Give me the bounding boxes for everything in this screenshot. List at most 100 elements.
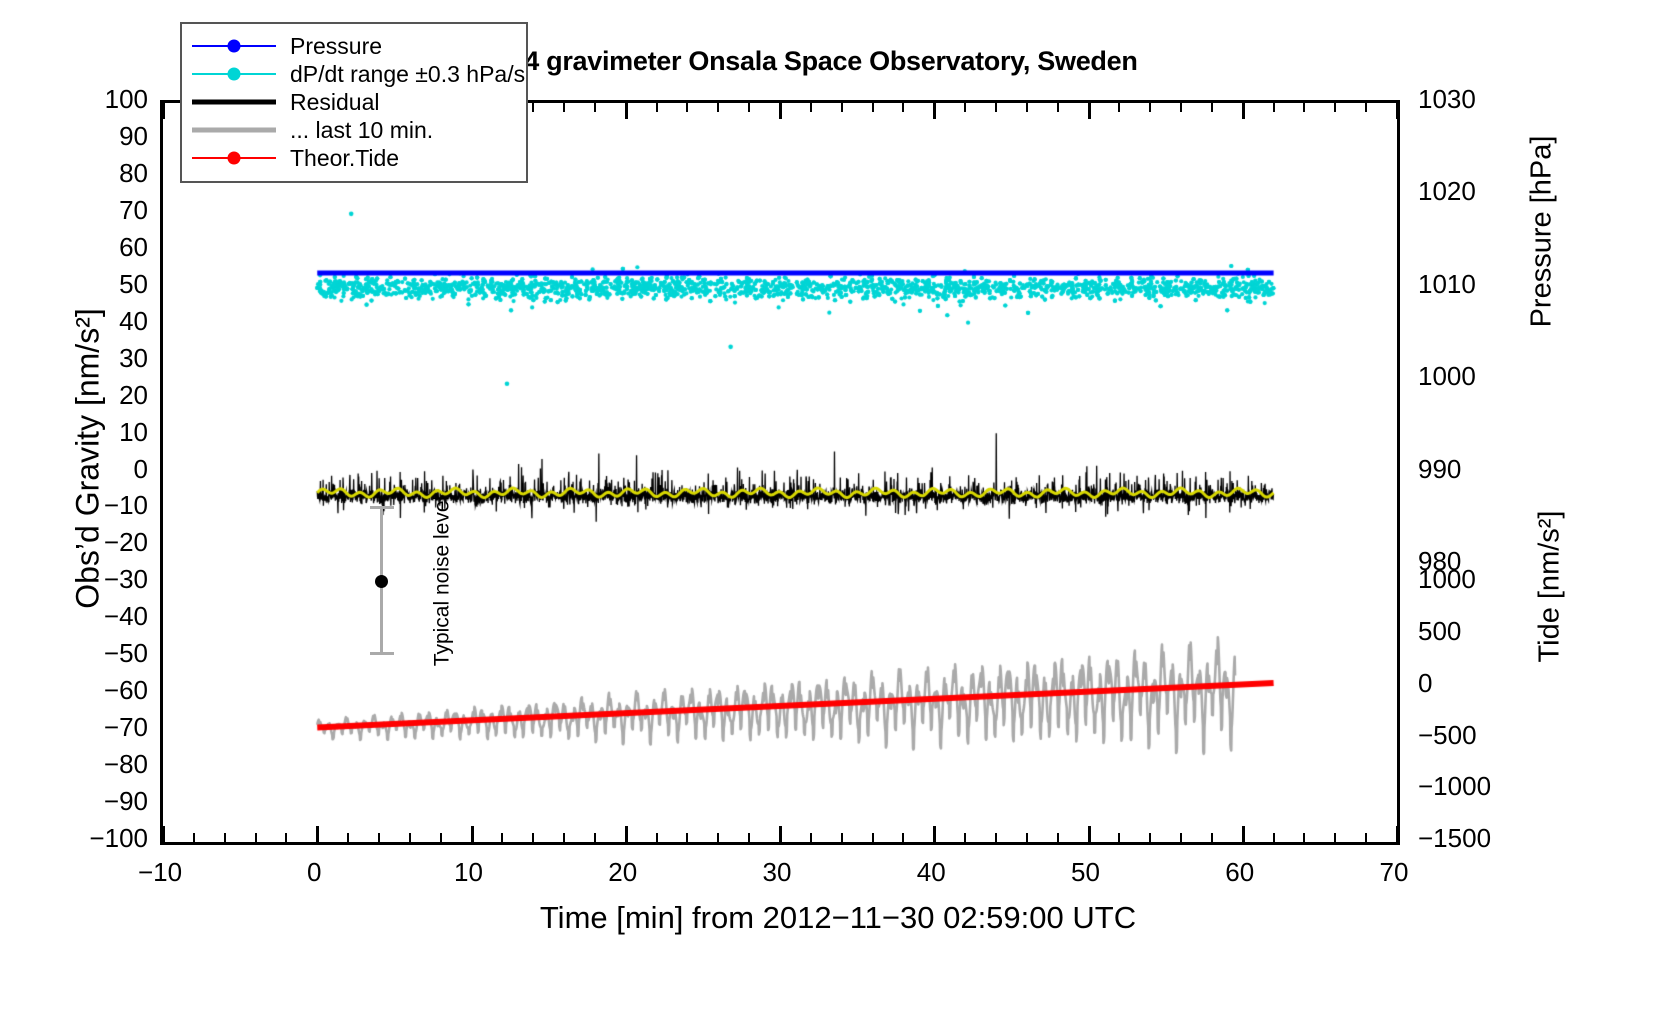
axis-tick-minor — [1397, 368, 1400, 370]
axis-tick-minor — [1397, 124, 1400, 126]
axis-tick-minor — [1397, 154, 1400, 156]
axis-tick-minor — [1397, 169, 1400, 171]
axis-tick — [624, 103, 628, 119]
axis-tick-minor — [1118, 103, 1121, 112]
axis-tick-minor — [1397, 789, 1400, 791]
x-tick-label: 40 — [916, 857, 946, 887]
axis-tick-minor — [994, 833, 997, 842]
legend-item-1[interactable]: dP/dt range ±0.3 hPa/s — [192, 60, 525, 88]
axis-tick-minor — [1397, 257, 1400, 259]
axis-tick-minor — [1397, 265, 1400, 267]
noise-center-dot — [375, 575, 388, 588]
axis-tick — [1397, 619, 1400, 622]
axis-tick-minor — [1397, 568, 1400, 570]
y-tick-label-left: −80 — [103, 749, 148, 780]
noise-bar-bottom-cap — [370, 652, 394, 655]
axis-tick-minor — [1397, 220, 1400, 222]
legend-swatch-icon — [192, 63, 276, 85]
axis-tick-minor — [1397, 723, 1400, 725]
y-tick-label-pressure: 1010 — [1418, 268, 1476, 299]
axis-tick-minor — [1397, 338, 1400, 340]
axis-tick-minor — [1397, 242, 1400, 244]
axis-tick-minor — [377, 833, 380, 842]
axis-tick-minor — [1397, 553, 1400, 555]
axis-tick — [1397, 250, 1400, 253]
axis-tick — [1397, 213, 1400, 216]
y-tick-label-left: −50 — [103, 638, 148, 669]
y-tick-label-left: −100 — [89, 823, 148, 853]
axis-tick — [163, 103, 165, 119]
axis-tick-minor — [1397, 294, 1400, 296]
axis-tick — [1397, 656, 1400, 659]
axis-tick-minor — [1397, 346, 1400, 348]
axis-tick-minor — [1397, 235, 1400, 237]
axis-tick-minor — [1397, 494, 1400, 496]
axis-tick-minor — [1397, 405, 1400, 407]
axis-tick-minor — [1397, 538, 1400, 540]
axis-tick-minor — [1210, 103, 1213, 112]
y-tick-label-left: 90 — [119, 120, 148, 151]
legend-label: dP/dt range ±0.3 hPa/s — [290, 60, 526, 87]
axis-tick — [1241, 826, 1245, 842]
axis-tick — [1397, 767, 1400, 770]
axis-tick-minor — [1397, 708, 1400, 710]
y-tick-label-pressure: 980 — [1418, 545, 1462, 576]
axis-tick-minor — [285, 833, 288, 842]
y-tick-label-left: −30 — [103, 564, 148, 595]
axis-tick-minor — [655, 103, 658, 112]
y-tick-label-left: −60 — [103, 675, 148, 706]
axis-tick-minor — [563, 833, 566, 842]
axis-tick — [1241, 103, 1245, 119]
axis-tick — [1397, 804, 1400, 807]
axis-tick-minor — [1397, 427, 1400, 429]
y-tick-label-left: 50 — [119, 268, 148, 299]
axis-tick — [1397, 398, 1400, 401]
axis-tick-minor — [871, 833, 874, 842]
legend: Pressure dP/dt range ±0.3 hPa/s Residual..… — [180, 22, 528, 183]
axis-tick-minor — [1397, 752, 1400, 754]
x-tick-label: 0 — [307, 857, 322, 887]
axis-tick — [1397, 730, 1400, 733]
axis-tick-minor — [1397, 834, 1400, 836]
axis-tick — [1397, 176, 1400, 179]
axis-tick-minor — [1397, 782, 1400, 784]
axis-tick-minor — [1397, 686, 1400, 688]
legend-item-3[interactable]: ... last 10 min. — [192, 116, 516, 144]
axis-tick-minor — [1118, 833, 1121, 842]
axis-tick-minor — [1397, 531, 1400, 533]
axis-tick-minor — [1397, 161, 1400, 163]
axis-tick-minor — [1272, 833, 1275, 842]
axis-tick-minor — [1056, 103, 1059, 112]
axis-tick — [1087, 826, 1091, 842]
axis-tick-minor — [1025, 103, 1028, 112]
axis-tick-minor — [1397, 597, 1400, 599]
y-axis-label-pressure: Pressure [hPa] — [1525, 135, 1558, 328]
axis-tick-minor — [1180, 103, 1183, 112]
legend-item-0[interactable]: Pressure — [192, 32, 516, 60]
axis-tick-minor — [1303, 833, 1306, 842]
axis-tick-minor — [1025, 833, 1028, 842]
axis-tick-minor — [1397, 316, 1400, 318]
axis-tick-minor — [1397, 228, 1400, 230]
legend-item-4[interactable]: Theor.Tide — [192, 144, 516, 172]
axis-tick-minor — [1149, 833, 1152, 842]
axis-tick — [1397, 545, 1400, 548]
axis-tick — [1397, 582, 1400, 585]
y-tick-label-left: −20 — [103, 527, 148, 558]
axis-tick-minor — [1397, 523, 1400, 525]
x-tick-label: 20 — [608, 857, 638, 887]
axis-tick-minor — [1397, 132, 1400, 134]
axis-tick-minor — [593, 833, 596, 842]
axis-tick-minor — [439, 833, 442, 842]
y-tick-label-left: 40 — [119, 305, 148, 336]
axis-tick — [779, 103, 782, 119]
axis-tick-minor — [1397, 279, 1400, 281]
axis-tick-minor — [1397, 671, 1400, 673]
axis-tick — [1396, 103, 1397, 119]
legend-item-2[interactable]: Residual — [192, 88, 516, 116]
y-tick-label-left: 60 — [119, 231, 148, 262]
axis-tick-minor — [1397, 442, 1400, 444]
axis-tick-minor — [1397, 605, 1400, 607]
y-tick-label-pressure: 1000 — [1418, 361, 1476, 392]
y-tick-label-tide: −1500 — [1418, 823, 1492, 853]
